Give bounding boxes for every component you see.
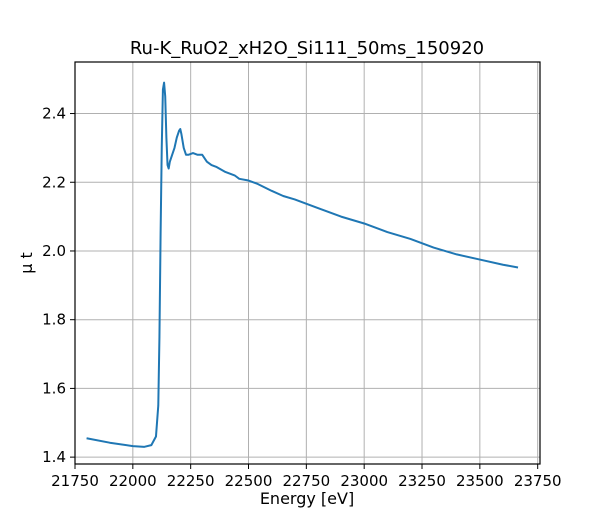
y-tick-label: 2.2	[42, 173, 66, 191]
x-tick-label: 23750	[514, 472, 562, 490]
x-tick-label: 22500	[225, 472, 273, 490]
axis-ticks: 21750 22000 22250 22500 22750 23000 23250 23500…	[42, 105, 561, 490]
x-tick-label: 22250	[167, 472, 215, 490]
x-axis-label: Energy [eV]	[260, 489, 354, 508]
chart-title: Ru-K_RuO2_xH2O_Si111_50ms_150920	[130, 38, 484, 59]
x-tick-label: 22750	[282, 472, 330, 490]
y-tick-label: 2.4	[42, 105, 66, 123]
y-tick-label: 1.4	[42, 448, 66, 466]
y-tick-label: 1.8	[42, 311, 66, 329]
series-line	[86, 81, 519, 448]
plot-frame	[74, 61, 541, 465]
y-tick-label: 2.0	[42, 242, 66, 260]
x-tick-label: 21750	[51, 472, 99, 490]
x-tick-label: 22000	[109, 472, 157, 490]
y-tick-label: 1.6	[42, 379, 66, 397]
x-tick-label: 23250	[398, 472, 446, 490]
x-tick-label: 23500	[456, 472, 504, 490]
y-axis-label: μ t	[17, 252, 36, 274]
x-tick-label: 23000	[340, 472, 388, 490]
grid	[74, 62, 540, 464]
